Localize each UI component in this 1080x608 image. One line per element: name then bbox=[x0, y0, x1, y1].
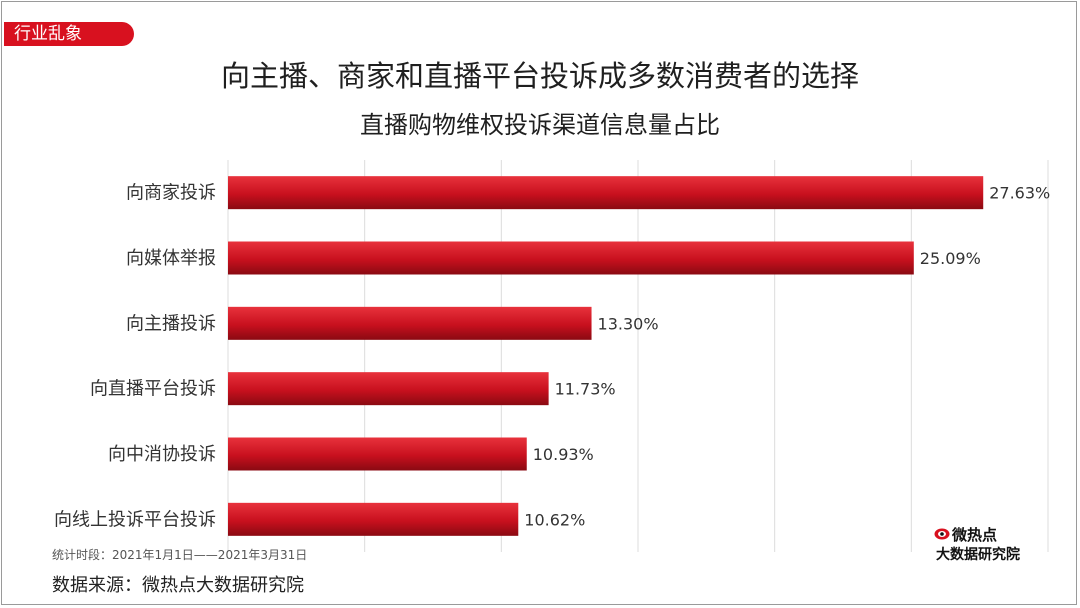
weiredian-logo: 微热点 大数据研究院 bbox=[932, 524, 1042, 564]
category-label-0: 向商家投诉 bbox=[126, 183, 216, 204]
value-label-4: 10.93% bbox=[533, 445, 594, 464]
category-label-1: 向媒体举报 bbox=[126, 248, 216, 269]
category-label-5: 向线上投诉平台投诉 bbox=[54, 509, 216, 530]
value-label-5: 10.62% bbox=[524, 510, 585, 529]
bars bbox=[228, 176, 984, 536]
logo-text-bottom: 大数据研究院 bbox=[936, 547, 1020, 563]
weibo-eye-icon bbox=[934, 528, 950, 540]
bar-2 bbox=[228, 306, 592, 340]
bar-0 bbox=[228, 176, 984, 210]
section-tag: 行业乱象 bbox=[4, 22, 134, 46]
bar-1 bbox=[228, 241, 914, 275]
grid-lines bbox=[227, 160, 1049, 552]
value-label-1: 25.09% bbox=[920, 249, 981, 268]
chart-title: 向主播、商家和直播平台投诉成多数消费者的选择 bbox=[220, 59, 859, 93]
value-label-2: 13.30% bbox=[598, 314, 659, 333]
labels: 向商家投诉 27.63% 向媒体举报 25.09% 向主播投诉 13.30% 向直播平台投诉… bbox=[54, 183, 1050, 531]
logo-text-top: 微热点 bbox=[952, 526, 998, 544]
data-source: 数据来源：微热点大数据研究院 bbox=[52, 575, 304, 596]
chart-subtitle: 直播购物维权投诉渠道信息量占比 bbox=[360, 111, 720, 139]
value-label-0: 27.63% bbox=[989, 184, 1050, 203]
time-period-note: 统计时段：2021年1月1日——2021年3月31日 bbox=[52, 548, 308, 562]
category-label-3: 向直播平台投诉 bbox=[90, 379, 216, 400]
bar-4 bbox=[228, 437, 527, 471]
category-label-2: 向主播投诉 bbox=[126, 313, 216, 334]
bar-5 bbox=[228, 502, 519, 536]
bar-3 bbox=[228, 372, 549, 406]
category-label-4: 向中消协投诉 bbox=[108, 444, 216, 465]
value-label-3: 11.73% bbox=[555, 380, 616, 399]
